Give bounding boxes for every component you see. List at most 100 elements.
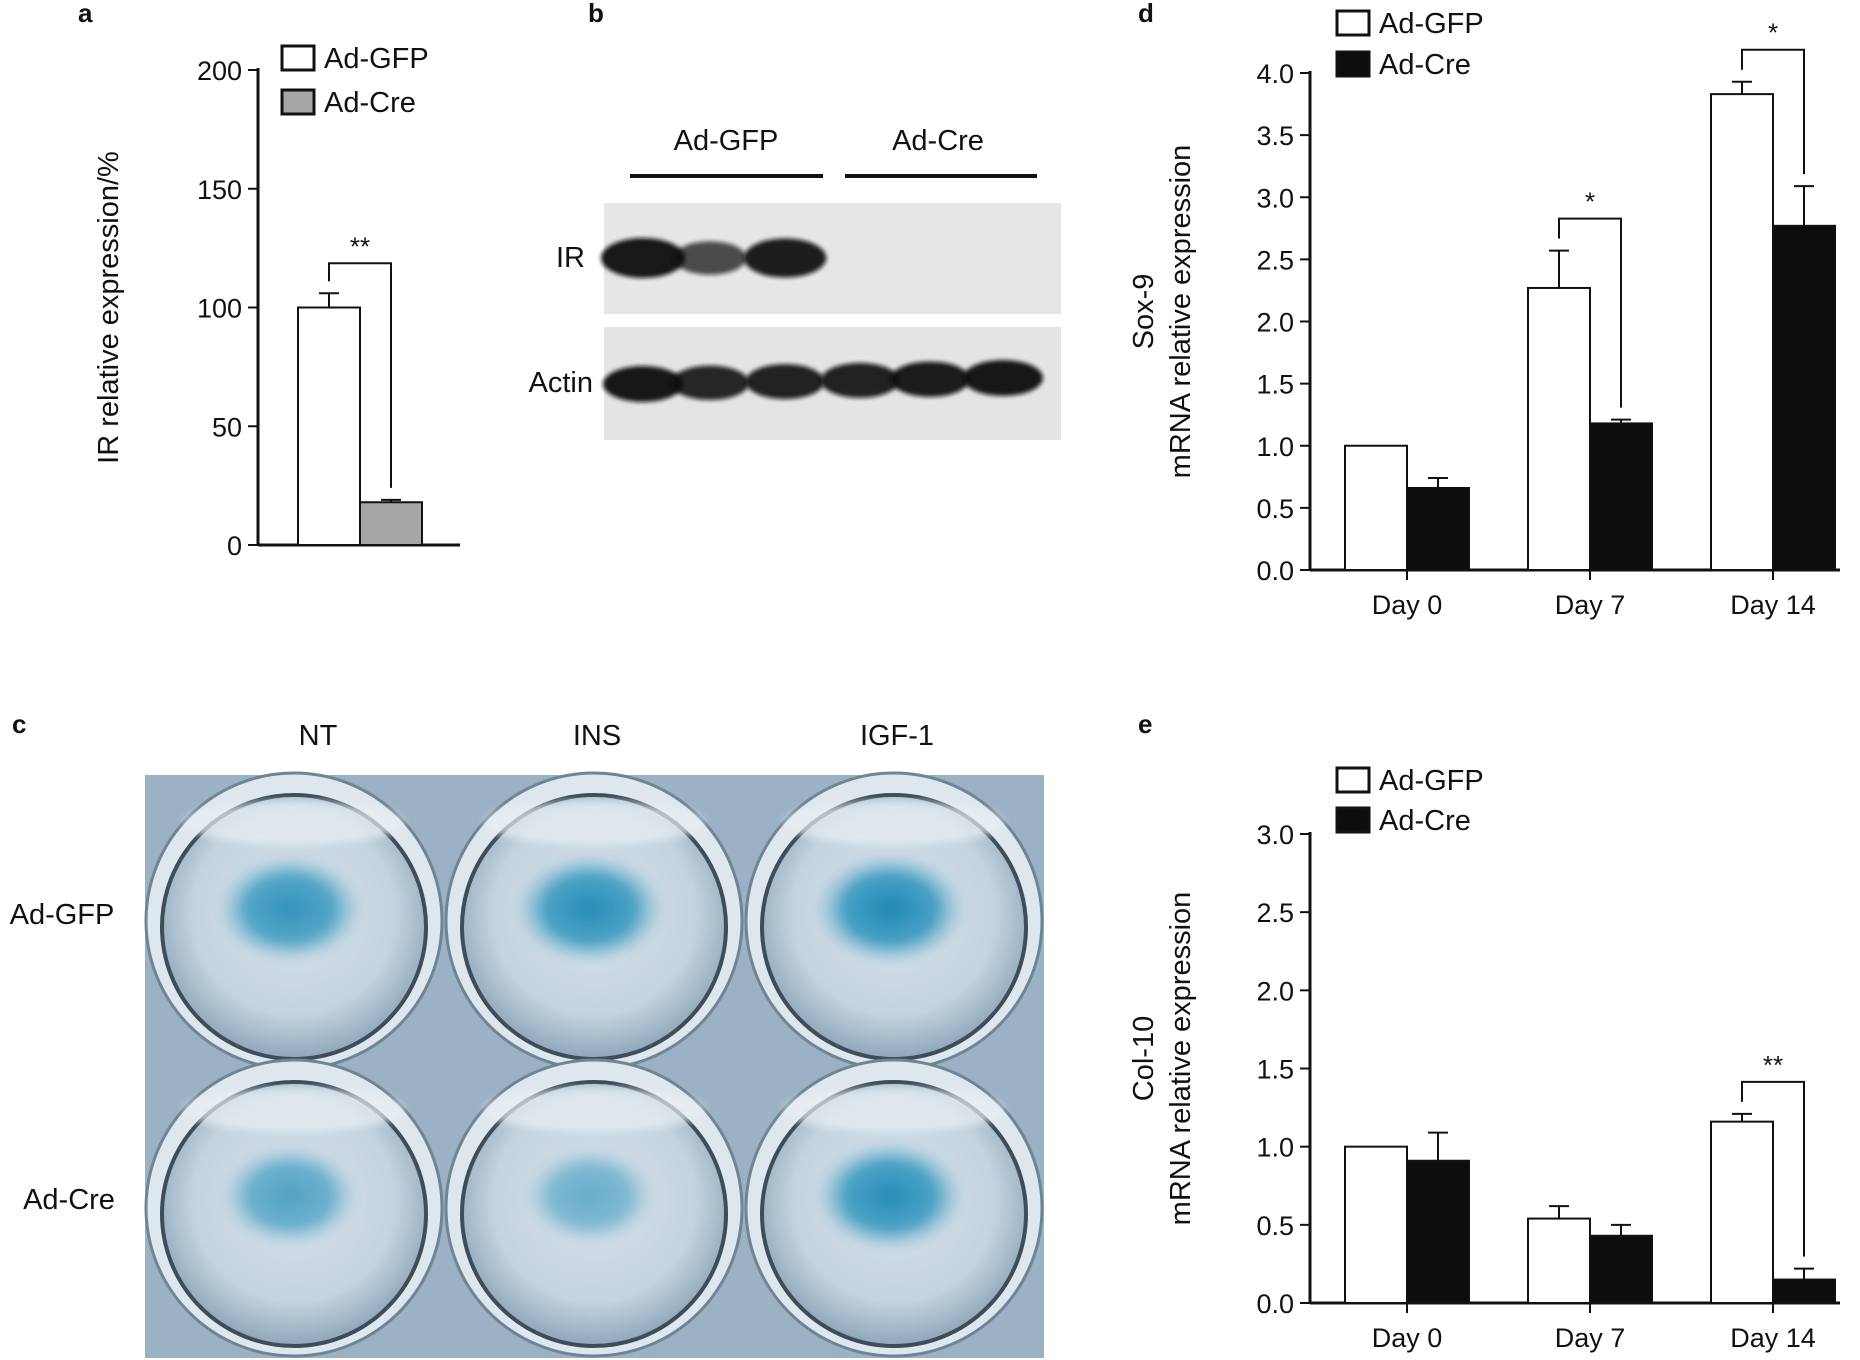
alcian-blue-stain (222, 1145, 358, 1247)
blot-group-label-ad-gfp: Ad-GFP (674, 125, 779, 157)
ir-band (601, 238, 685, 278)
significance-bracket (328, 262, 392, 488)
bar-ad-cre-0 (1406, 486, 1470, 571)
blot-group-label-ad-cre: Ad-Cre (892, 125, 984, 157)
legend-swatch-ad-gfp (1335, 9, 1371, 37)
x-tick-label: Day 14 (1730, 590, 1816, 620)
legend-swatch-ad-cre (1335, 50, 1371, 78)
y-axis-title-line2: mRNA relative expression (1165, 892, 1197, 1226)
bar-ad-cre-1 (1589, 422, 1653, 572)
bar-ad-gfp-0 (1344, 1145, 1408, 1304)
bar-ad-gfp-2 (1710, 1120, 1774, 1304)
western-blot: Ad-GFP Ad-Cre IR Actin (529, 125, 1061, 440)
chart-d: 0.0 0.5 1.0 1.5 2.0 2.5 3.0 3.5 4.0 Sox-9 mRNA rel… (1128, 8, 1840, 620)
x-tick-label: Day 0 (1372, 590, 1443, 620)
y-tick-label: 0.5 (1256, 494, 1294, 524)
actin-band (603, 366, 683, 402)
y-tick-label: 100 (197, 294, 242, 324)
significance-label: ** (350, 231, 370, 261)
y-tick-label: 2.5 (1256, 245, 1294, 275)
bar-ad-gfp-2 (1710, 93, 1774, 571)
legend-swatch-ad-cre (1335, 806, 1371, 834)
well-highlight (184, 801, 404, 845)
legend-swatch-ad-gfp (1335, 766, 1371, 794)
y-tick-label: 2.0 (1256, 308, 1294, 338)
well-highlight (184, 1088, 404, 1132)
plate-row-label-ad-cre: Ad-Cre (23, 1184, 115, 1216)
legend-label-ad-gfp: Ad-GFP (324, 43, 429, 75)
bar-ad-cre-2 (1772, 224, 1836, 571)
y-tick-label: 0.0 (1256, 556, 1294, 586)
bar-ad-gfp-1 (1527, 286, 1591, 571)
ir-band (673, 241, 747, 275)
legend-label-ad-gfp: Ad-GFP (1379, 8, 1484, 40)
bar-ad-cre-0 (359, 501, 423, 546)
chart-e: 0.0 0.5 1.0 1.5 2.0 2.5 3.0 Col-10 mRNA relative… (1128, 765, 1840, 1353)
y-tick-label: 4.0 (1256, 59, 1294, 89)
y-tick-label: 50 (212, 412, 242, 442)
y-tick-label: 2.0 (1256, 976, 1294, 1006)
chart-a: 0 50 100 150 200 IR relative expression/% ** Ad… (93, 43, 460, 561)
y-tick-label: 1.5 (1256, 1055, 1294, 1085)
plate-column-label-ins: INS (573, 720, 621, 752)
bar-ad-cre-2 (1772, 1278, 1836, 1305)
alcian-blue-stain (525, 1147, 655, 1245)
plate-row-label-ad-gfp: Ad-GFP (10, 899, 115, 931)
panel-letter-b: b (588, 0, 604, 28)
plate-column-label-igf-1: IGF-1 (860, 720, 934, 752)
y-tick-label: 0.0 (1256, 1289, 1294, 1319)
legend-label-ad-cre: Ad-Cre (1379, 49, 1471, 81)
legend-swatch-ad-cre (280, 88, 316, 116)
alcian-blue-stain (217, 855, 363, 963)
significance-bracket (1741, 1080, 1805, 1257)
legend-label-ad-cre: Ad-Cre (1379, 805, 1471, 837)
x-tick-label: Day 0 (1372, 1323, 1443, 1353)
significance-bracket (1558, 217, 1622, 408)
significance-label: * (1768, 18, 1778, 48)
y-axis-title: IR relative expression/% (93, 151, 125, 464)
well-highlight (484, 801, 704, 845)
actin-band (745, 364, 825, 400)
y-axis-title-line1: Sox-9 (1128, 274, 1160, 350)
legend-swatch-ad-gfp (280, 44, 316, 72)
actin-band (820, 362, 900, 398)
well-highlight (784, 1088, 1004, 1132)
y-tick-label: 1.0 (1256, 1133, 1294, 1163)
panel-letter-c: c (12, 709, 26, 739)
actin-band (963, 360, 1043, 396)
alcian-blue-stain (515, 854, 665, 964)
x-tick-label: Day 7 (1555, 1323, 1626, 1353)
x-tick-label: Day 14 (1730, 1323, 1816, 1353)
plate-column-label-nt: NT (299, 720, 338, 752)
legend-label-ad-cre: Ad-Cre (324, 87, 416, 119)
actin-band (670, 365, 750, 401)
panel-letter-a: a (78, 0, 93, 28)
x-tick-label: Day 7 (1555, 590, 1626, 620)
significance-label: ** (1763, 1050, 1783, 1080)
plate-wells (144, 771, 1044, 1358)
panel-letter-d: d (1138, 0, 1154, 28)
blot-row-label-ir: IR (556, 242, 585, 274)
y-tick-label: 1.0 (1256, 432, 1294, 462)
well-highlight (784, 801, 1004, 845)
y-tick-label: 1.5 (1256, 370, 1294, 400)
legend-label-ad-gfp: Ad-GFP (1379, 765, 1484, 797)
y-tick-label: 2.5 (1256, 898, 1294, 928)
y-tick-label: 150 (197, 175, 242, 205)
well-highlight (484, 1088, 704, 1132)
y-tick-label: 3.0 (1256, 820, 1294, 850)
bar-ad-cre-0 (1406, 1159, 1470, 1305)
alcian-blue-stain (814, 853, 966, 965)
significance-bracket (1741, 48, 1805, 175)
y-axis-title-line2: mRNA relative expression (1165, 145, 1197, 479)
y-tick-label: 0 (227, 531, 242, 561)
panel-letter-e: e (1138, 709, 1152, 739)
y-tick-label: 3.5 (1256, 121, 1294, 151)
y-axis-title-line1: Col-10 (1128, 1016, 1160, 1101)
blot-bands (601, 238, 1043, 402)
significance-label: * (1585, 187, 1595, 217)
alcian-blue-stain (815, 1141, 965, 1251)
y-tick-label: 200 (197, 56, 242, 86)
bar-ad-cre-1 (1589, 1234, 1653, 1304)
